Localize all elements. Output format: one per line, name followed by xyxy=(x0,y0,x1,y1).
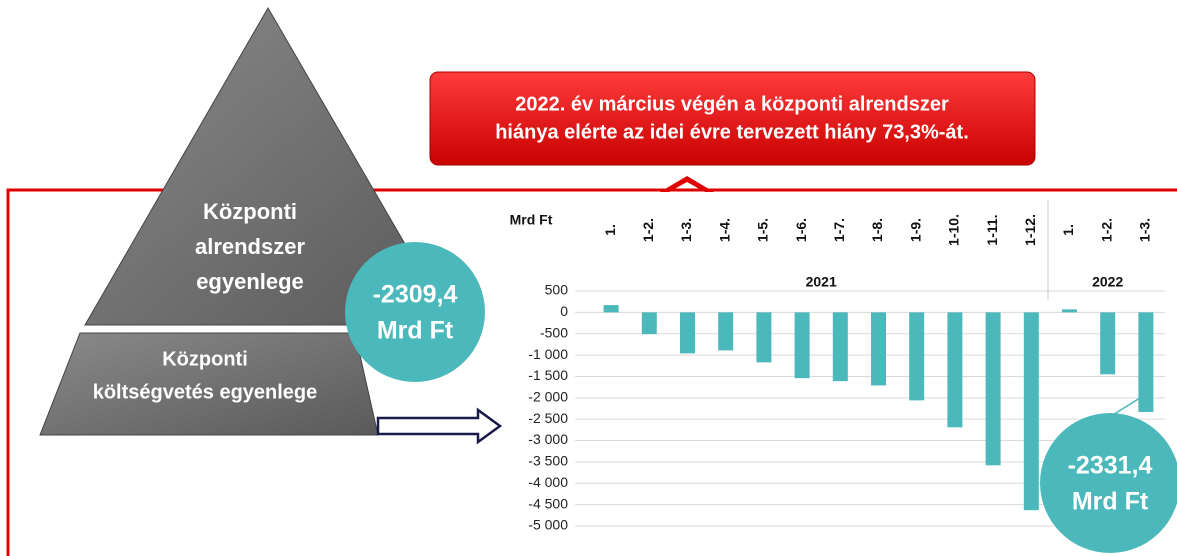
y-tick-label: -2 500 xyxy=(528,410,568,426)
pyramid-label: egyenlege xyxy=(196,269,304,294)
y-tick-label: -3 500 xyxy=(528,453,568,469)
bar xyxy=(1062,309,1077,313)
bar xyxy=(1138,312,1154,412)
badge-text: -2331,4 xyxy=(1068,452,1153,480)
badge-text: Mrd Ft xyxy=(1072,488,1149,516)
badge-text: Mrd Ft xyxy=(377,317,454,345)
y-tick-label: -4 500 xyxy=(528,495,568,511)
y-tick-label: 500 xyxy=(545,282,569,298)
bar xyxy=(871,312,886,386)
bar xyxy=(909,312,925,401)
leader-line xyxy=(1107,395,1144,419)
y-tick-label: -1 000 xyxy=(528,346,568,362)
y-tick-label: -1 500 xyxy=(528,367,568,383)
bar xyxy=(756,312,772,363)
x-tick-label: 1-10. xyxy=(946,214,962,246)
bar xyxy=(641,312,657,335)
x-tick-label: 1. xyxy=(1060,224,1076,236)
bar xyxy=(1100,312,1116,375)
x-tick-label: 1-4. xyxy=(716,218,732,242)
bar xyxy=(832,312,848,382)
bar xyxy=(718,312,734,351)
y-tick-label: -2 000 xyxy=(528,389,568,405)
x-tick-label: 1-2. xyxy=(640,218,656,242)
pyramid-top xyxy=(84,7,453,326)
pyramid-label: alrendszer xyxy=(195,234,305,259)
x-tick-label: 1-9. xyxy=(907,218,923,242)
bar xyxy=(1023,312,1039,511)
badge-text: -2309,4 xyxy=(373,281,458,309)
callout-text: hiánya elérte az idei évre tervezett hiá… xyxy=(495,121,969,143)
y-tick-label: -3 000 xyxy=(528,431,568,447)
x-tick-label: 1-5. xyxy=(755,218,771,242)
x-tick-label: 1. xyxy=(602,224,618,236)
x-tick-label: 1-12. xyxy=(1022,214,1038,246)
arrow xyxy=(376,407,503,445)
y-tick-label: 0 xyxy=(560,303,568,319)
callout-box xyxy=(429,71,1036,166)
pyramid-label: Központi xyxy=(162,348,248,370)
x-tick-label: 1-8. xyxy=(869,218,885,242)
badge xyxy=(345,242,485,382)
y-axis-label: Mrd Ft xyxy=(510,212,553,228)
group-label: 2022 xyxy=(1092,274,1123,290)
y-tick-label: -4 000 xyxy=(528,474,568,490)
bar xyxy=(985,312,1001,466)
x-tick-label: 1-2. xyxy=(1098,218,1114,242)
bar xyxy=(603,305,619,313)
x-tick-label: 1-7. xyxy=(831,218,847,242)
frame xyxy=(6,188,1177,556)
bar xyxy=(794,312,810,379)
bar xyxy=(680,312,695,354)
pyramid-label: Központi xyxy=(203,199,297,224)
x-tick-label: 1-6. xyxy=(793,218,809,242)
y-tick-label: -500 xyxy=(540,324,568,340)
x-tick-label: 1-3. xyxy=(678,218,694,242)
callout-pointer xyxy=(660,176,714,192)
x-tick-label: 1-3. xyxy=(1137,218,1153,242)
pyramid-label: költségvetés egyenlege xyxy=(93,381,318,403)
badge xyxy=(1040,413,1177,553)
y-tick-label: -5 000 xyxy=(528,517,568,533)
group-label: 2021 xyxy=(806,274,837,290)
callout-text: 2022. év március végén a központi alrend… xyxy=(515,93,949,115)
x-tick-label: 1-11. xyxy=(984,214,1000,245)
bar xyxy=(947,312,963,428)
